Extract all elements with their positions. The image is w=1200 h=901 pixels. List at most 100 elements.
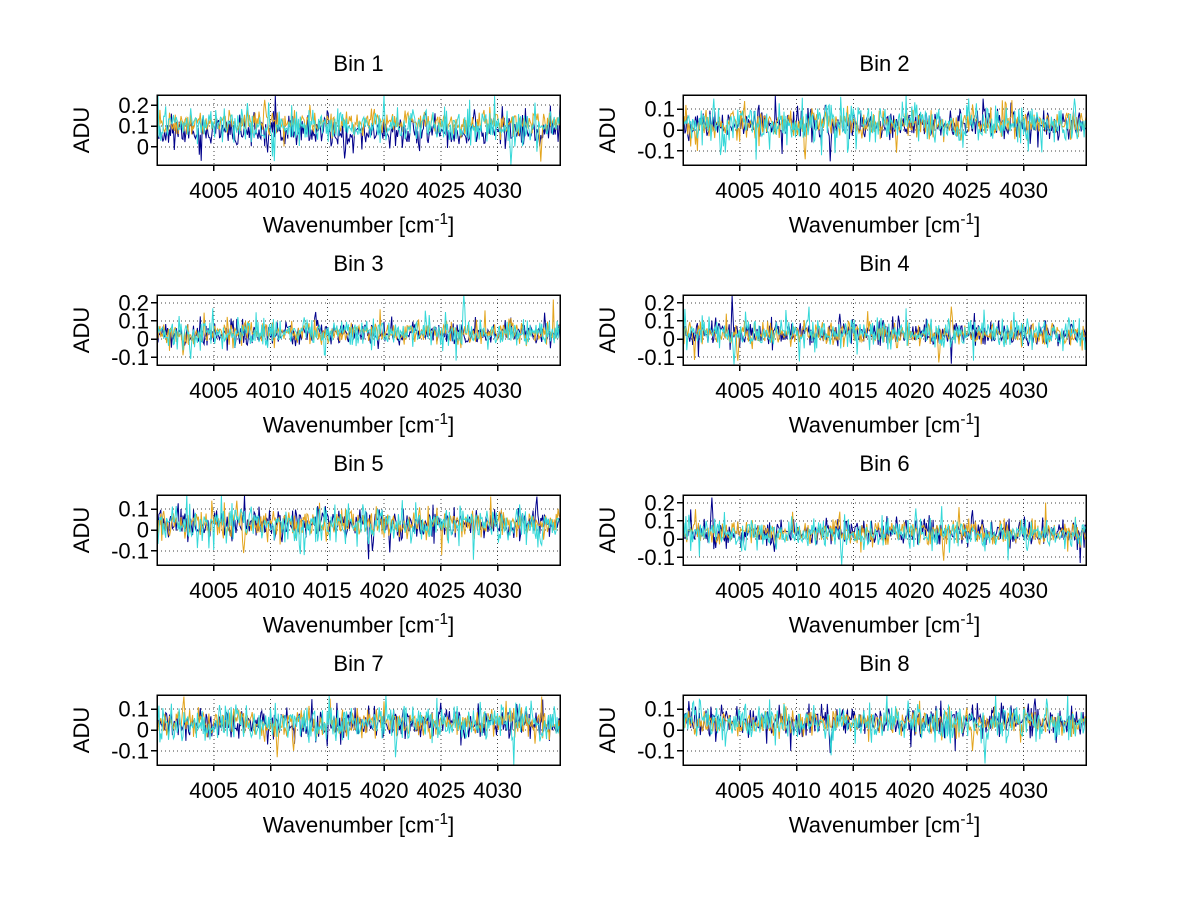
x-tick-label: 4020 [360,578,409,603]
plot-area-bin-4: 4005 4010 4015 4020 4025 4030 -0.100.10.2 [637,291,1087,403]
x-axis-label-bracket: ] [448,612,455,638]
y-axis-label: ADU [69,106,94,154]
x-axis-label: Wavenumber [cm-1] [157,606,560,638]
subplot-bin-8: 4005 4010 4015 4020 4025 4030 -0.1 0 0.1 Bin 8 A… [526,600,1126,845]
x-tick-label: 4005 [189,378,238,403]
x-axis-label-text: Wavenumber [cm [262,212,435,238]
series-cyan [682,306,1087,365]
x-axis-label-text: Wavenumber [cm [788,612,961,638]
x-axis-label-bracket: ] [974,612,981,638]
x-axis-label-superscript: -1 [960,811,975,828]
y-tick-label: 0.1 [644,697,675,722]
x-tick-label: 4025 [942,778,991,803]
x-tick-label: 4010 [246,178,295,203]
plot-title: Bin 4 [859,251,910,276]
x-axis-label-superscript: -1 [960,211,975,228]
x-axis-label-superscript: -1 [960,411,975,428]
x-axis-label-superscript: -1 [960,611,975,628]
y-tick-label: 0 [663,327,675,352]
y-tick-label: 0 [663,718,675,743]
x-axis-label-text: Wavenumber [cm [262,412,435,438]
subplot-bin-1: 4005 4010 4015 4020 4025 4030 0 0.1 0.2 Bin 1 AD… [0,0,600,245]
y-tick-label: 0.1 [118,114,149,139]
plot-area-bin-5: 4005 4010 4015 4020 4025 4030 -0.100.1 [111,494,561,603]
y-tick-label: 0 [137,518,149,543]
y-tick-label: -0.1 [111,739,149,764]
x-tick-label: 4015 [829,378,878,403]
x-tick-label: 4020 [360,778,409,803]
x-tick-label: 4005 [715,378,764,403]
x-tick-label: 4025 [416,178,465,203]
plot-title: Bin 2 [859,51,910,76]
x-tick-label: 4020 [360,178,409,203]
x-axis-label-bracket: ] [448,812,455,838]
x-tick-label: 4030 [473,178,522,203]
y-axis-label: ADU [595,706,620,754]
x-tick-label: 4010 [246,578,295,603]
y-tick-label: 0.1 [118,697,149,722]
x-tick-label: 4005 [715,778,764,803]
x-axis-label-superscript: -1 [434,611,449,628]
y-tick-label: 0 [663,118,675,143]
x-axis-label-bracket: ] [974,812,981,838]
x-axis-label-text: Wavenumber [cm [788,812,961,838]
y-tick-label: 0.1 [644,309,675,334]
x-tick-label: 4025 [416,778,465,803]
x-axis-label-bracket: ] [974,212,981,238]
x-tick-label: 4020 [886,178,935,203]
y-tick-label: 0.1 [644,509,675,534]
x-axis-label-bracket: ] [448,412,455,438]
plot-title: Bin 5 [333,451,384,476]
x-tick-label: 4030 [473,778,522,803]
x-tick-label: 4015 [303,778,352,803]
plot-area-bin-8: 4005 4010 4015 4020 4025 4030 -0.100.1 [637,694,1087,803]
y-axis-label: ADU [595,306,620,354]
x-axis-label-text: Wavenumber [cm [788,212,961,238]
x-tick-label: 4015 [829,578,878,603]
y-tick-label: -0.1 [637,739,675,764]
plot-area-bin-2: 4005 4010 4015 4020 4025 4030 -0.100.1 [637,94,1087,203]
subplot-bin-3: 4005 4010 4015 4020 4025 4030 -0.1 0 0.1 0.2 Bin … [0,200,600,445]
x-axis-label-bracket: ] [974,412,981,438]
x-tick-label: 4030 [999,578,1048,603]
y-axis-label: ADU [69,506,94,554]
x-tick-label: 4025 [942,178,991,203]
x-axis-label-text: Wavenumber [cm [788,412,961,438]
x-axis-label: Wavenumber [cm-1] [683,406,1086,438]
x-tick-label: 4010 [772,578,821,603]
y-tick-label: -0.1 [111,539,149,564]
subplot-bin-7: 4005 4010 4015 4020 4025 4030 -0.1 0 0.1 Bin 7 A… [0,600,600,845]
plot-area-bin-3: 4005 4010 4015 4020 4025 4030 -0.100.10.2 [111,291,561,403]
x-tick-label: 4025 [416,578,465,603]
x-tick-label: 4020 [886,378,935,403]
y-tick-label: 0.1 [644,97,675,122]
y-tick-label: 0.2 [118,291,149,316]
series-orange [682,100,1087,160]
x-tick-label: 4005 [189,778,238,803]
x-axis-label-superscript: -1 [434,411,449,428]
y-axis-label: ADU [69,706,94,754]
series-cyan [156,694,561,766]
x-tick-label: 4030 [999,378,1048,403]
x-axis-label-superscript: -1 [434,811,449,828]
x-tick-label: 4015 [829,178,878,203]
y-tick-label: 0 [137,135,149,160]
y-tick-label: 0 [137,718,149,743]
plot-title: Bin 8 [859,651,910,676]
plot-area-bin-1: 4005 4010 4015 4020 4025 4030 00.10.2 [118,93,561,203]
x-tick-label: 4030 [473,578,522,603]
x-axis-label-bracket: ] [448,212,455,238]
x-tick-label: 4010 [772,178,821,203]
x-axis-label-text: Wavenumber [cm [262,812,435,838]
y-tick-label: -0.1 [111,345,149,370]
x-tick-label: 4025 [942,578,991,603]
plot-title: Bin 6 [859,451,910,476]
plot-area-bin-6: 4005 4010 4015 4020 4025 4030 -0.100.10.2 [637,491,1087,603]
x-axis-label: Wavenumber [cm-1] [157,406,560,438]
x-tick-label: 4020 [886,778,935,803]
x-tick-label: 4025 [942,378,991,403]
x-tick-label: 4015 [303,178,352,203]
x-tick-label: 4030 [473,378,522,403]
x-tick-label: 4025 [416,378,465,403]
